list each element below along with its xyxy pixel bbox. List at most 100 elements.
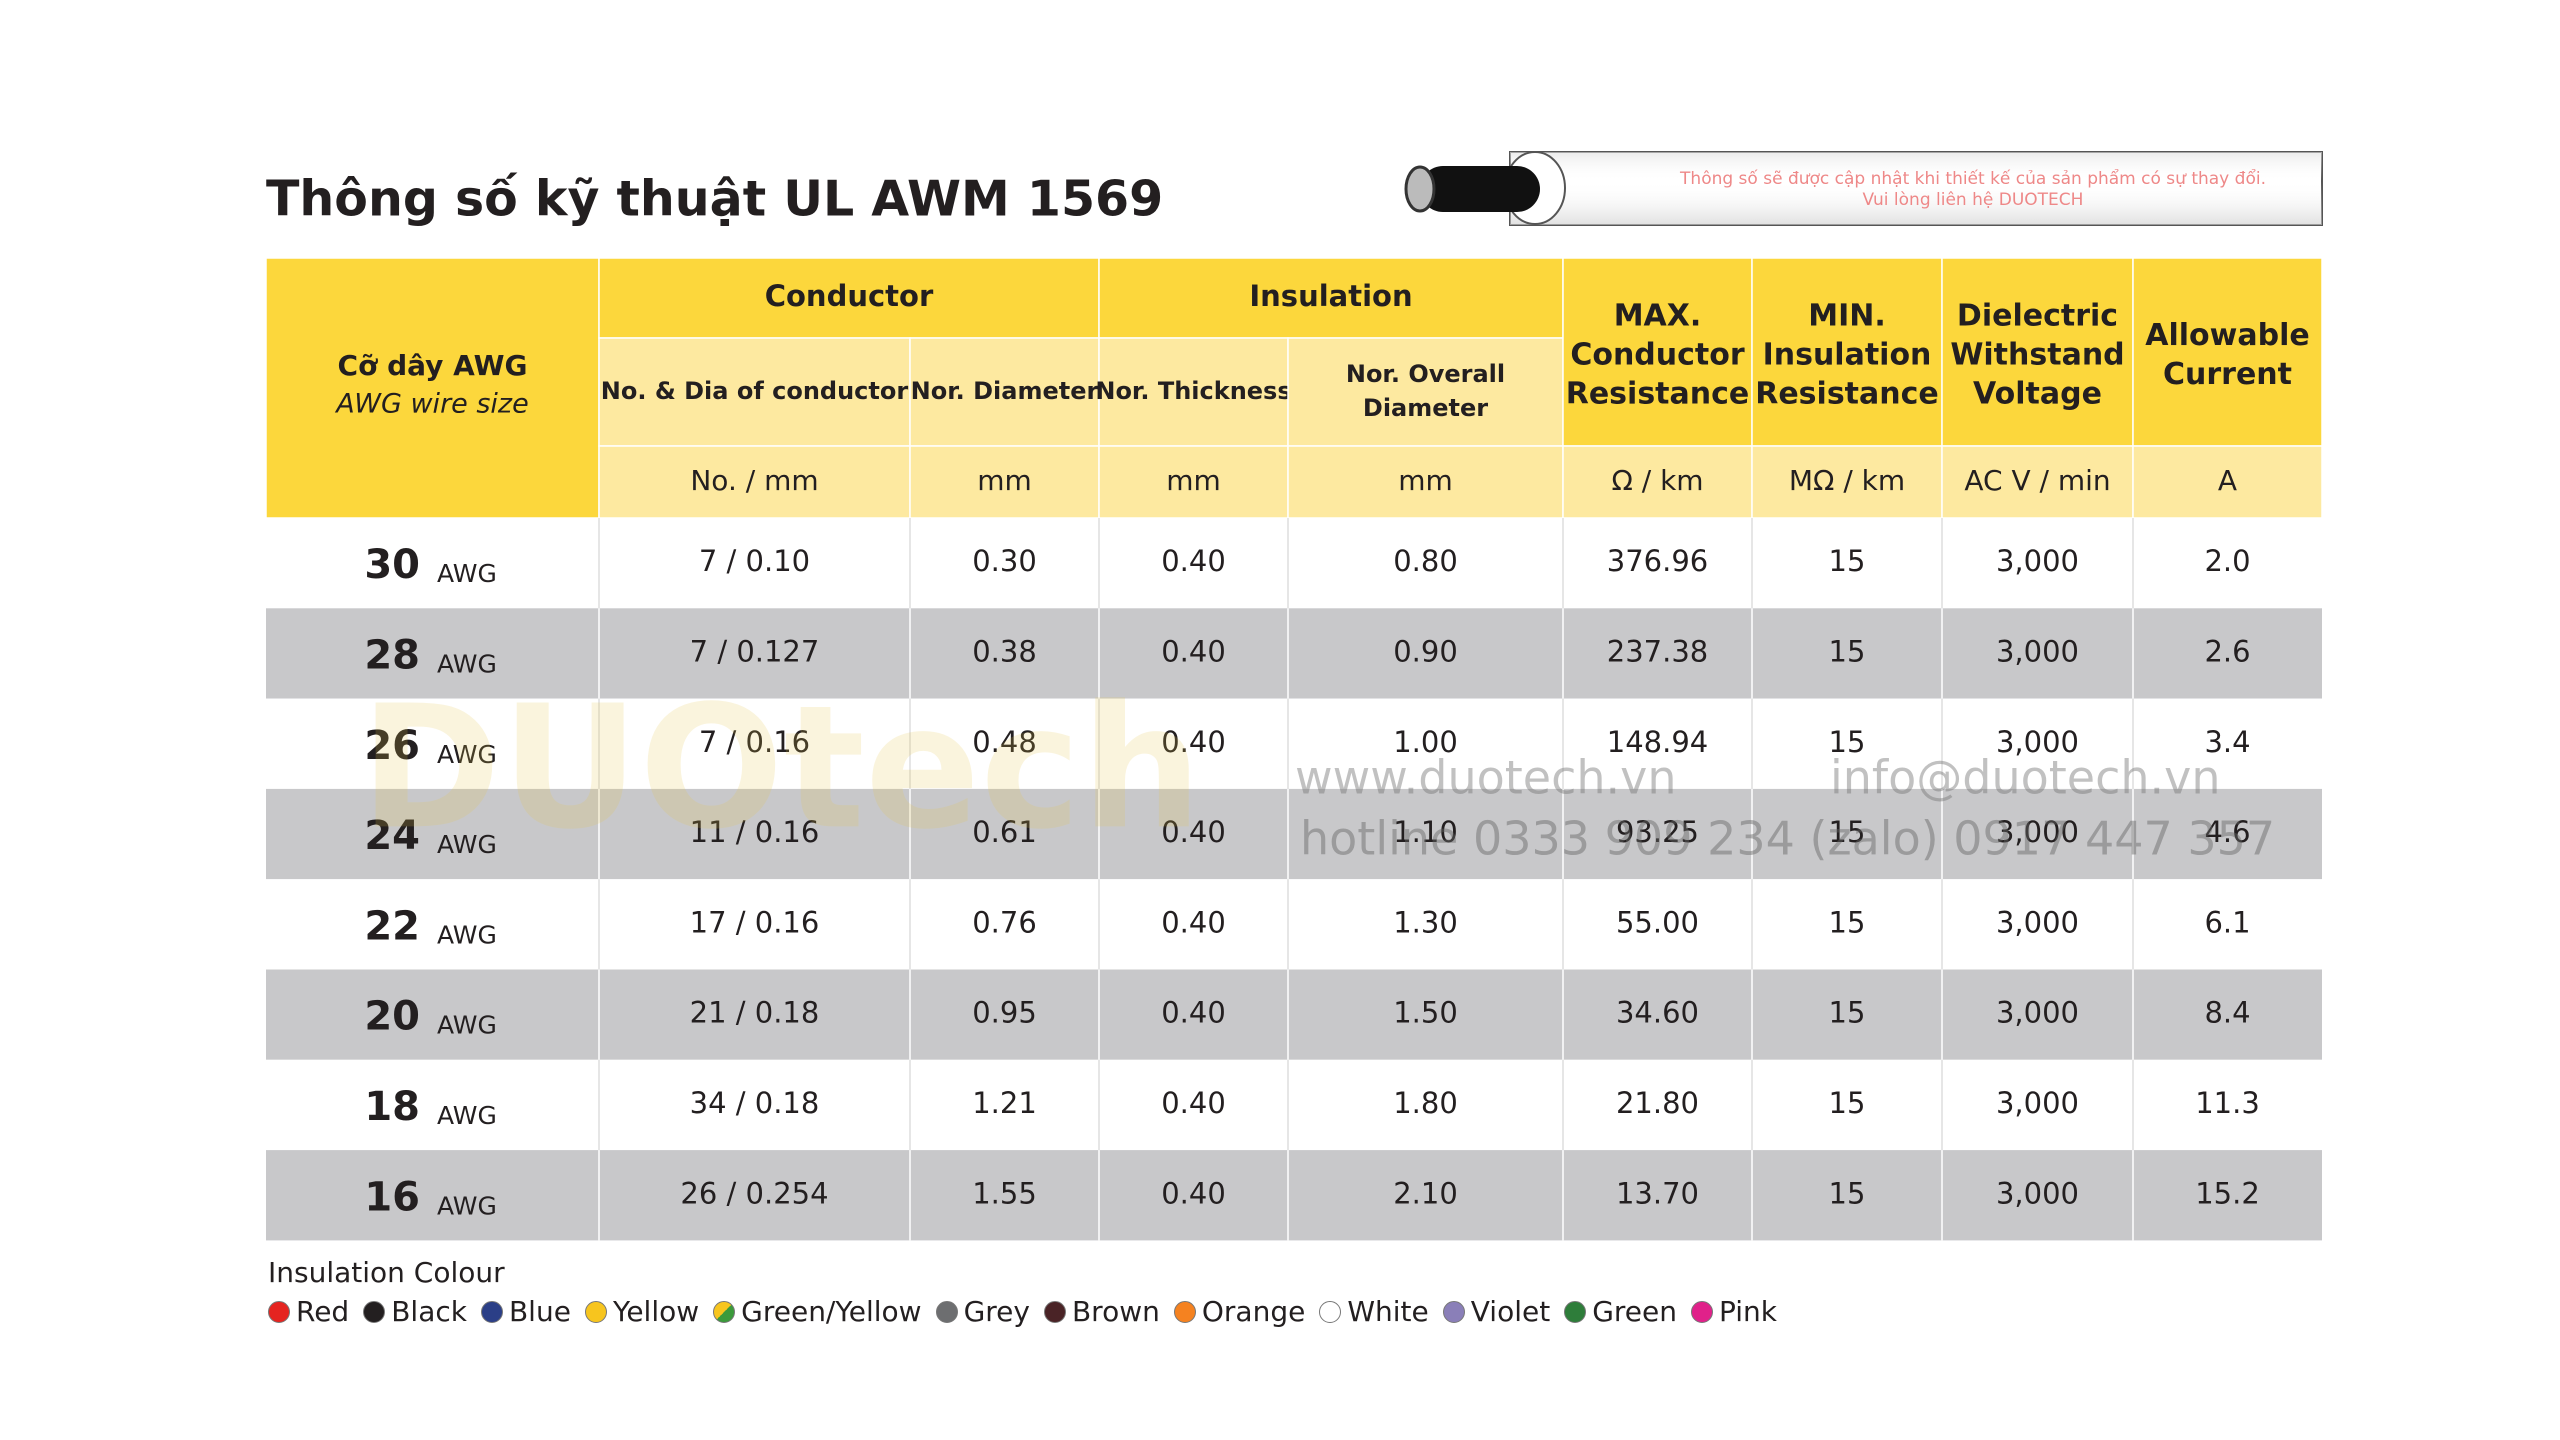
row-background (266, 608, 2322, 699)
legend-item: Red (268, 1295, 349, 1328)
cell-value: 148.94 (1607, 725, 1708, 759)
cell-value: 3,000 (1996, 1176, 2079, 1210)
cell (1098, 445, 1289, 519)
cell (1098, 257, 1564, 339)
cell-value: 0.95 (972, 996, 1037, 1030)
cell-value: 0.76 (972, 905, 1037, 939)
cell-value: 8.4 (2204, 996, 2250, 1030)
header-text: Voltage (1973, 377, 2102, 412)
header-text: AWG wire size (334, 389, 528, 420)
legend-item: Blue (480, 1295, 571, 1328)
wire-size: 24 (364, 813, 420, 859)
cell-value: 1.80 (1393, 1086, 1458, 1120)
header-text: Nor. Diameter (911, 377, 1099, 405)
title: Thông số kỹ thuật UL AWM 1569 (266, 171, 1163, 228)
header-text: Nor. Overall (1346, 360, 1505, 388)
cell-value: 7 / 0.127 (690, 634, 820, 668)
legend-label: Orange (1201, 1295, 1306, 1328)
cell-value: 15 (1829, 996, 1866, 1030)
cell-value: 15.2 (2195, 1176, 2260, 1210)
cell-value: 6.1 (2204, 905, 2250, 939)
cell-value: 4.6 (2204, 815, 2250, 849)
colour-swatch (363, 1300, 386, 1323)
wire-size-unit: AWG (437, 1191, 497, 1220)
wire-size: 30 (364, 542, 420, 588)
cell-value: 0.40 (1161, 544, 1226, 578)
legend-label: Blue (508, 1295, 571, 1328)
wire-size: 22 (364, 903, 420, 949)
cell (1287, 337, 1564, 447)
cell-value: 0.38 (972, 634, 1037, 668)
row-background (266, 1150, 2322, 1241)
cell-value: 15 (1829, 815, 1866, 849)
cell-value: 13.70 (1616, 1176, 1699, 1210)
legend-label: Brown (1071, 1295, 1160, 1328)
colour-swatch (1690, 1300, 1713, 1323)
watermark-brand: DUOtech (360, 669, 1202, 867)
legend-item: Grey (935, 1295, 1030, 1328)
cell-value: 3,000 (1996, 1086, 2079, 1120)
wire-size-unit: AWG (437, 920, 497, 949)
notice: Vui lòng liên hệ DUOTECH (1863, 190, 2084, 210)
colour-swatch (584, 1300, 607, 1323)
cell-value: 15 (1829, 1176, 1866, 1210)
legend-item: Pink (1690, 1295, 1777, 1328)
wire-size-unit: AWG (437, 559, 497, 588)
cell-value: 0.40 (1161, 815, 1226, 849)
header-text: MIN. (1808, 299, 1886, 334)
cell-value: 3,000 (1996, 905, 2079, 939)
header-text: Insulation (1763, 338, 1932, 373)
legend-item: Green/Yellow (713, 1295, 922, 1328)
notice: Thông số sẽ được cập nhật khi thiết kế c… (1679, 168, 2266, 189)
header-text: mm (1166, 464, 1221, 497)
row-background (266, 698, 2322, 789)
row-background (266, 1059, 2322, 1151)
header-text: Nor. Thickness (1095, 377, 1291, 405)
cell-value: 3,000 (1996, 815, 2079, 849)
header-text: A (2218, 464, 2237, 497)
cell (598, 445, 911, 519)
cell (2132, 257, 2323, 447)
cell (2132, 445, 2323, 519)
cell-value: 15 (1829, 1086, 1866, 1120)
legend-item: Orange (1173, 1295, 1306, 1328)
cell-value: 7 / 0.10 (699, 544, 810, 578)
header-text: AC V / min (1964, 464, 2110, 497)
cell-value: 3.4 (2204, 725, 2250, 759)
row-background (266, 518, 2322, 609)
cell-value: 2.6 (2204, 634, 2250, 668)
header-text: mm (977, 464, 1032, 497)
cell-value: 0.61 (972, 815, 1037, 849)
row-background (266, 879, 2322, 970)
legend-label: Black (391, 1295, 467, 1328)
cell-value: 0.30 (972, 544, 1037, 578)
legend-label: Grey (963, 1295, 1030, 1328)
colour-swatch (268, 1300, 290, 1323)
header-text: Current (2163, 357, 2292, 392)
cell (1941, 445, 2134, 519)
cell-value: 11 / 0.16 (690, 815, 820, 849)
cell (1751, 445, 1943, 519)
spec-table: Cỡ dây AWG AWG wire size Conductor Insulati… (265, 257, 2323, 1241)
legend-items: Red Black Blue Yellow Green/Yellow Grey Brown O… (268, 1295, 1777, 1328)
header-text: Resistance (1755, 377, 1939, 412)
cell-value: 376.96 (1607, 544, 1708, 578)
cell-value: 0.40 (1161, 1086, 1226, 1120)
header-text: Withstand (1950, 338, 2124, 373)
header-text: MΩ / km (1789, 464, 1905, 497)
cell-value: 0.80 (1393, 544, 1458, 578)
header-text: Conductor (765, 279, 934, 313)
header-text: Insulation (1249, 279, 1412, 313)
cell-value: 11.3 (2195, 1086, 2260, 1120)
watermark-website: www.duotech.vn (1295, 751, 1677, 805)
cell-value: 15 (1829, 905, 1866, 939)
cell-value: 0.40 (1161, 905, 1226, 939)
legend-item: White (1319, 1295, 1429, 1328)
legend-item: Black (363, 1295, 467, 1328)
wire-size-unit: AWG (437, 1101, 497, 1130)
cell (909, 337, 1100, 447)
colour-swatch (1564, 1300, 1587, 1323)
cell-value: 237.38 (1607, 634, 1708, 668)
wire-size-unit: AWG (437, 1011, 497, 1040)
colour-legend: Insulation Colour Red Black Blue Yellow Gree… (268, 1256, 1777, 1328)
